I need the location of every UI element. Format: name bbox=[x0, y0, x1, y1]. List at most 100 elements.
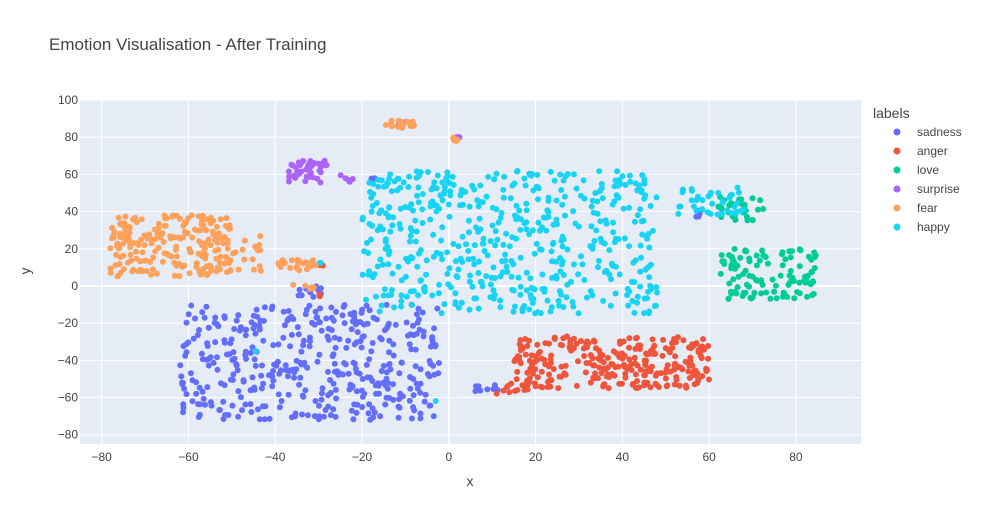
point-anger[interactable] bbox=[672, 338, 679, 344]
point-sadness[interactable] bbox=[207, 399, 214, 406]
point-anger[interactable] bbox=[532, 358, 539, 365]
point-happy[interactable] bbox=[535, 185, 542, 191]
point-happy[interactable] bbox=[592, 190, 599, 197]
point-happy[interactable] bbox=[504, 268, 511, 275]
point-love[interactable] bbox=[755, 206, 761, 213]
point-fear[interactable] bbox=[176, 273, 183, 280]
point-fear[interactable] bbox=[223, 215, 230, 222]
point-happy[interactable] bbox=[359, 271, 366, 278]
point-happy[interactable] bbox=[620, 205, 627, 212]
point-happy[interactable] bbox=[510, 308, 517, 315]
point-anger[interactable] bbox=[649, 336, 656, 343]
point-sadness[interactable] bbox=[320, 413, 327, 420]
point-fear[interactable] bbox=[232, 249, 239, 256]
point-love[interactable] bbox=[717, 270, 724, 277]
point-happy[interactable] bbox=[637, 242, 644, 249]
point-sadness[interactable] bbox=[269, 383, 276, 390]
point-sadness[interactable] bbox=[302, 311, 309, 318]
point-sadness[interactable] bbox=[299, 411, 305, 418]
point-love[interactable] bbox=[805, 253, 812, 260]
point-happy[interactable] bbox=[374, 263, 381, 270]
point-sadness[interactable] bbox=[260, 380, 267, 387]
point-happy[interactable] bbox=[466, 203, 473, 210]
point-sadness[interactable] bbox=[370, 314, 377, 321]
point-happy[interactable] bbox=[523, 200, 530, 207]
point-anger[interactable] bbox=[611, 372, 618, 379]
point-sadness[interactable] bbox=[359, 404, 366, 410]
point-love[interactable] bbox=[756, 257, 763, 264]
point-sadness[interactable] bbox=[230, 371, 237, 378]
point-happy[interactable] bbox=[407, 254, 414, 260]
point-happy[interactable] bbox=[646, 308, 653, 315]
point-happy[interactable] bbox=[597, 235, 604, 242]
point-fear[interactable] bbox=[307, 286, 314, 292]
point-love[interactable] bbox=[796, 263, 803, 270]
point-happy[interactable] bbox=[458, 186, 465, 193]
point-happy[interactable] bbox=[541, 286, 548, 292]
point-anger[interactable] bbox=[567, 340, 574, 347]
point-love[interactable] bbox=[811, 249, 818, 256]
point-sadness[interactable] bbox=[258, 385, 265, 392]
point-sadness[interactable] bbox=[318, 396, 325, 403]
point-happy[interactable] bbox=[373, 200, 380, 206]
point-anger[interactable] bbox=[677, 364, 684, 371]
point-happy[interactable] bbox=[715, 189, 722, 196]
point-fear[interactable] bbox=[213, 255, 220, 262]
point-sadness[interactable] bbox=[268, 306, 275, 312]
point-sadness[interactable] bbox=[183, 391, 190, 398]
point-fear[interactable] bbox=[129, 268, 136, 275]
point-happy[interactable] bbox=[591, 237, 598, 244]
point-fear[interactable] bbox=[451, 137, 458, 144]
point-fear[interactable] bbox=[124, 233, 131, 240]
point-happy[interactable] bbox=[641, 176, 648, 183]
point-happy[interactable] bbox=[522, 182, 529, 189]
point-happy[interactable] bbox=[621, 235, 628, 242]
point-anger[interactable] bbox=[573, 340, 580, 347]
point-happy[interactable] bbox=[423, 271, 429, 278]
point-happy[interactable] bbox=[545, 197, 552, 204]
point-happy[interactable] bbox=[624, 285, 631, 292]
point-happy[interactable] bbox=[569, 299, 576, 305]
point-love[interactable] bbox=[769, 276, 776, 283]
point-sadness[interactable] bbox=[363, 302, 370, 309]
point-happy[interactable] bbox=[629, 298, 636, 304]
point-sadness[interactable] bbox=[378, 336, 385, 343]
point-sadness[interactable] bbox=[331, 334, 338, 341]
point-sadness[interactable] bbox=[242, 332, 249, 339]
point-sadness[interactable] bbox=[351, 401, 358, 408]
point-anger[interactable] bbox=[642, 372, 648, 379]
point-happy[interactable] bbox=[603, 220, 610, 227]
point-anger[interactable] bbox=[555, 385, 562, 392]
point-anger[interactable] bbox=[683, 384, 690, 391]
point-sadness[interactable] bbox=[227, 340, 234, 347]
point-happy[interactable] bbox=[359, 214, 366, 221]
point-happy[interactable] bbox=[570, 171, 577, 178]
point-happy[interactable] bbox=[636, 182, 643, 189]
point-happy[interactable] bbox=[688, 186, 695, 192]
point-happy[interactable] bbox=[513, 202, 520, 209]
point-happy[interactable] bbox=[444, 249, 451, 256]
point-anger[interactable] bbox=[538, 368, 545, 375]
point-anger[interactable] bbox=[591, 338, 598, 345]
point-happy[interactable] bbox=[439, 179, 446, 186]
point-anger[interactable] bbox=[667, 368, 674, 375]
point-anger[interactable] bbox=[637, 342, 644, 349]
point-happy[interactable] bbox=[415, 184, 422, 191]
point-anger[interactable] bbox=[517, 337, 524, 343]
point-love[interactable] bbox=[753, 262, 760, 269]
point-fear[interactable] bbox=[224, 255, 231, 262]
point-happy[interactable] bbox=[549, 258, 555, 265]
point-sadness[interactable] bbox=[194, 332, 201, 338]
point-happy[interactable] bbox=[535, 196, 541, 203]
point-surprise[interactable] bbox=[323, 162, 330, 169]
point-sadness[interactable] bbox=[330, 380, 337, 387]
point-sadness[interactable] bbox=[260, 337, 267, 344]
point-sadness[interactable] bbox=[319, 385, 326, 392]
point-happy[interactable] bbox=[396, 221, 403, 227]
point-happy[interactable] bbox=[487, 281, 494, 288]
point-anger[interactable] bbox=[628, 367, 635, 373]
point-happy[interactable] bbox=[597, 218, 604, 225]
point-anger[interactable] bbox=[705, 343, 712, 349]
point-anger[interactable] bbox=[316, 291, 323, 298]
point-sadness[interactable] bbox=[361, 390, 368, 397]
